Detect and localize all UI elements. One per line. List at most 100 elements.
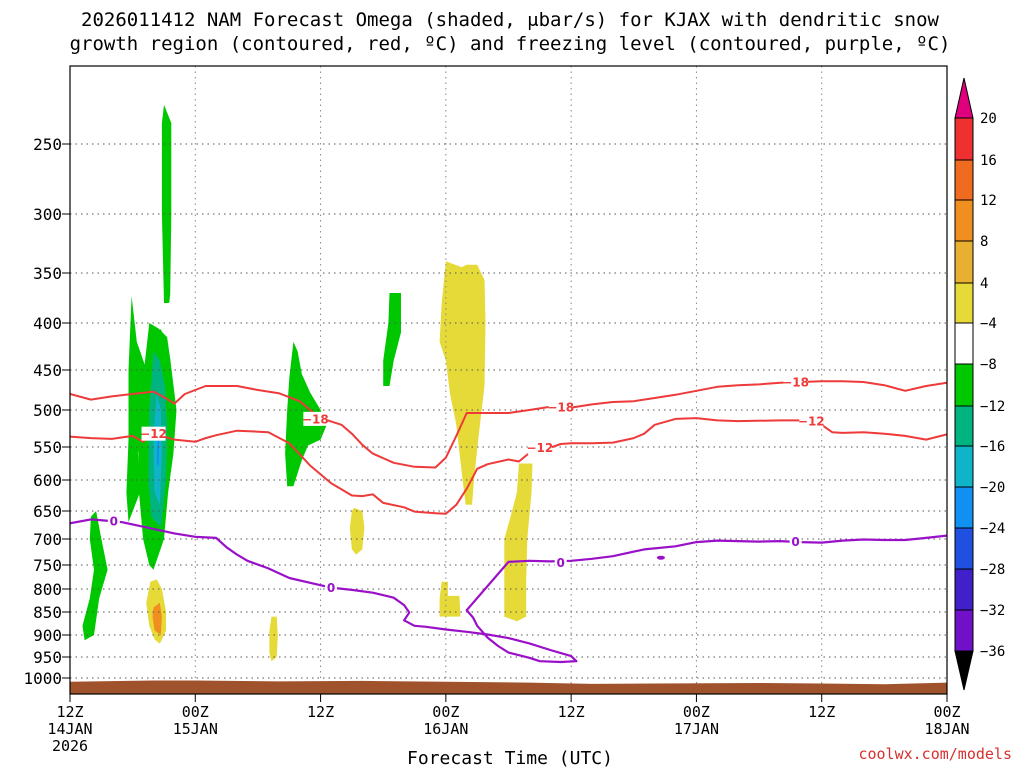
y-tick-label: 800 [33,580,62,599]
dgz-contour-label: −12 [526,441,553,455]
x-tick-label: 2026 [52,737,88,755]
dgz-contour-label: −18 [782,376,809,390]
freezing-level-blip [656,555,665,560]
ground-layer [70,680,947,694]
x-tick-label: 00Z [182,703,209,721]
colorbar-segment [954,322,974,365]
y-tick-label: 550 [33,438,62,457]
omega-shaded-region [161,104,172,303]
freezing-level-contour-label: 0 [110,515,118,529]
chart-title-line-1: 2026011412 NAM Forecast Omega (shaded, μ… [81,9,939,31]
y-tick-label: 250 [33,135,62,154]
dgz-contour [70,380,947,469]
colorbar-segment [954,199,974,242]
y-tick-label: 500 [33,401,62,420]
x-tick-label: 14JAN [47,720,92,738]
x-axis-title: Forecast Time (UTC) [407,748,613,768]
dgz-contour-label: −18 [302,412,329,426]
dgz-contour-label: −18 [547,400,574,414]
colorbar-segment [954,405,974,447]
dgz-contour [70,417,947,515]
x-tick-label: 16JAN [423,720,468,738]
freezing-level-contour-label-bg [789,534,802,549]
x-tick-label: 17JAN [674,720,719,738]
omega-shaded-region [439,581,461,617]
contour-label-layer: −18 −18 −18 −12 −12 −12 0 0 0 0 [107,375,825,595]
y-tick-label: 900 [33,626,62,645]
y-tick-label: 300 [33,205,62,224]
y-tick-label: 750 [33,556,62,575]
y-axis: 250 300 350 400 450 500 550 600 650 700 750 800 850 9… [23,135,70,688]
omega-colorbar: 20 16 12 8 4 −4 −8 −12 −16 −20 −24 −28 −32 −36 [954,77,1005,691]
omega-shaded-region [504,463,533,622]
x-tick-label: 00Z [432,703,459,721]
gridlines [70,66,947,694]
dgz-contour-label: −12 [798,415,825,429]
freezing-level-contour-label: 0 [327,581,335,595]
colorbar-label: −28 [980,562,1005,578]
chart-title-group: 2026011412 NAM Forecast Omega (shaded, μ… [70,9,951,55]
colorbar-label: 20 [980,111,997,127]
colorbar-label: −32 [980,603,1005,619]
x-tick-label: 00Z [683,703,710,721]
y-tick-label: 400 [33,314,62,333]
colorbar-label: −16 [980,439,1005,455]
x-tick-label: 00Z [933,703,960,721]
colorbar-segment [954,527,974,570]
colorbar-top-arrow [954,77,974,119]
omega-shaded-region [383,293,401,386]
colorbar-segment [954,363,974,407]
dgz-contour-label-bg [527,440,552,455]
plot-frame [69,65,948,695]
y-tick-label: 700 [33,530,62,549]
omega-shaded-region [82,511,108,641]
colorbar-label: −20 [980,480,1005,496]
dgz-contour-label-bg [303,411,328,426]
freezing-level-contour-label-bg [325,580,338,595]
colorbar-label: 8 [980,234,988,250]
dgz-contour-label-bg [783,375,808,389]
colorbar-label: −4 [980,316,997,332]
y-tick-label: 350 [33,264,62,283]
freezing-level-contour-label-bg [107,514,120,529]
x-tick-label: 12Z [558,703,585,721]
colorbar-label: −36 [980,644,1005,660]
omega-shaded-region [349,507,365,555]
colorbar-label: 16 [980,153,997,169]
y-tick-label: 600 [33,471,62,490]
colorbar-segment [954,445,974,488]
y-tick-label: 650 [33,502,62,521]
colorbar-bottom-arrow [954,650,974,691]
colorbar-segment [954,117,974,161]
omega-shaded-region [439,261,486,505]
omega-shaded-region [152,602,162,635]
colorbar-label: 4 [980,276,988,292]
y-tick-label: 850 [33,603,62,622]
freezing-level-contour-label: 0 [557,556,565,570]
x-tick-label: 18JAN [924,720,969,738]
source-credit: coolwx.com/models [858,745,1012,763]
omega-shaded-region [269,616,278,662]
y-tick-label: 1000 [23,669,62,688]
x-tick-label: 12Z [808,703,835,721]
dgz-contour-label: −12 [140,427,167,441]
colorbar-label: 12 [980,193,997,209]
ground-terrain [70,680,947,694]
dgz-contour-label-bg [141,426,166,441]
colorbar-segment [954,240,974,284]
y-tick-label: 450 [33,361,62,380]
chart-title-line-2: growth region (contoured, red, ºC) and f… [70,33,951,55]
x-tick-label: 12Z [56,703,83,721]
x-tick-label: 15JAN [173,720,218,738]
colorbar-segment [954,282,974,324]
colorbar-segment [954,568,974,611]
dgz-contour-label-bg [799,414,824,429]
y-tick-label: 950 [33,648,62,667]
plot-area: −18 −18 −18 −12 −12 −12 0 0 0 0 [69,65,948,695]
colorbar-label: −12 [980,399,1005,415]
freezing-level-contour-label-bg [554,555,567,570]
colorbar-segment [954,159,974,201]
freezing-level-contour [70,518,947,664]
